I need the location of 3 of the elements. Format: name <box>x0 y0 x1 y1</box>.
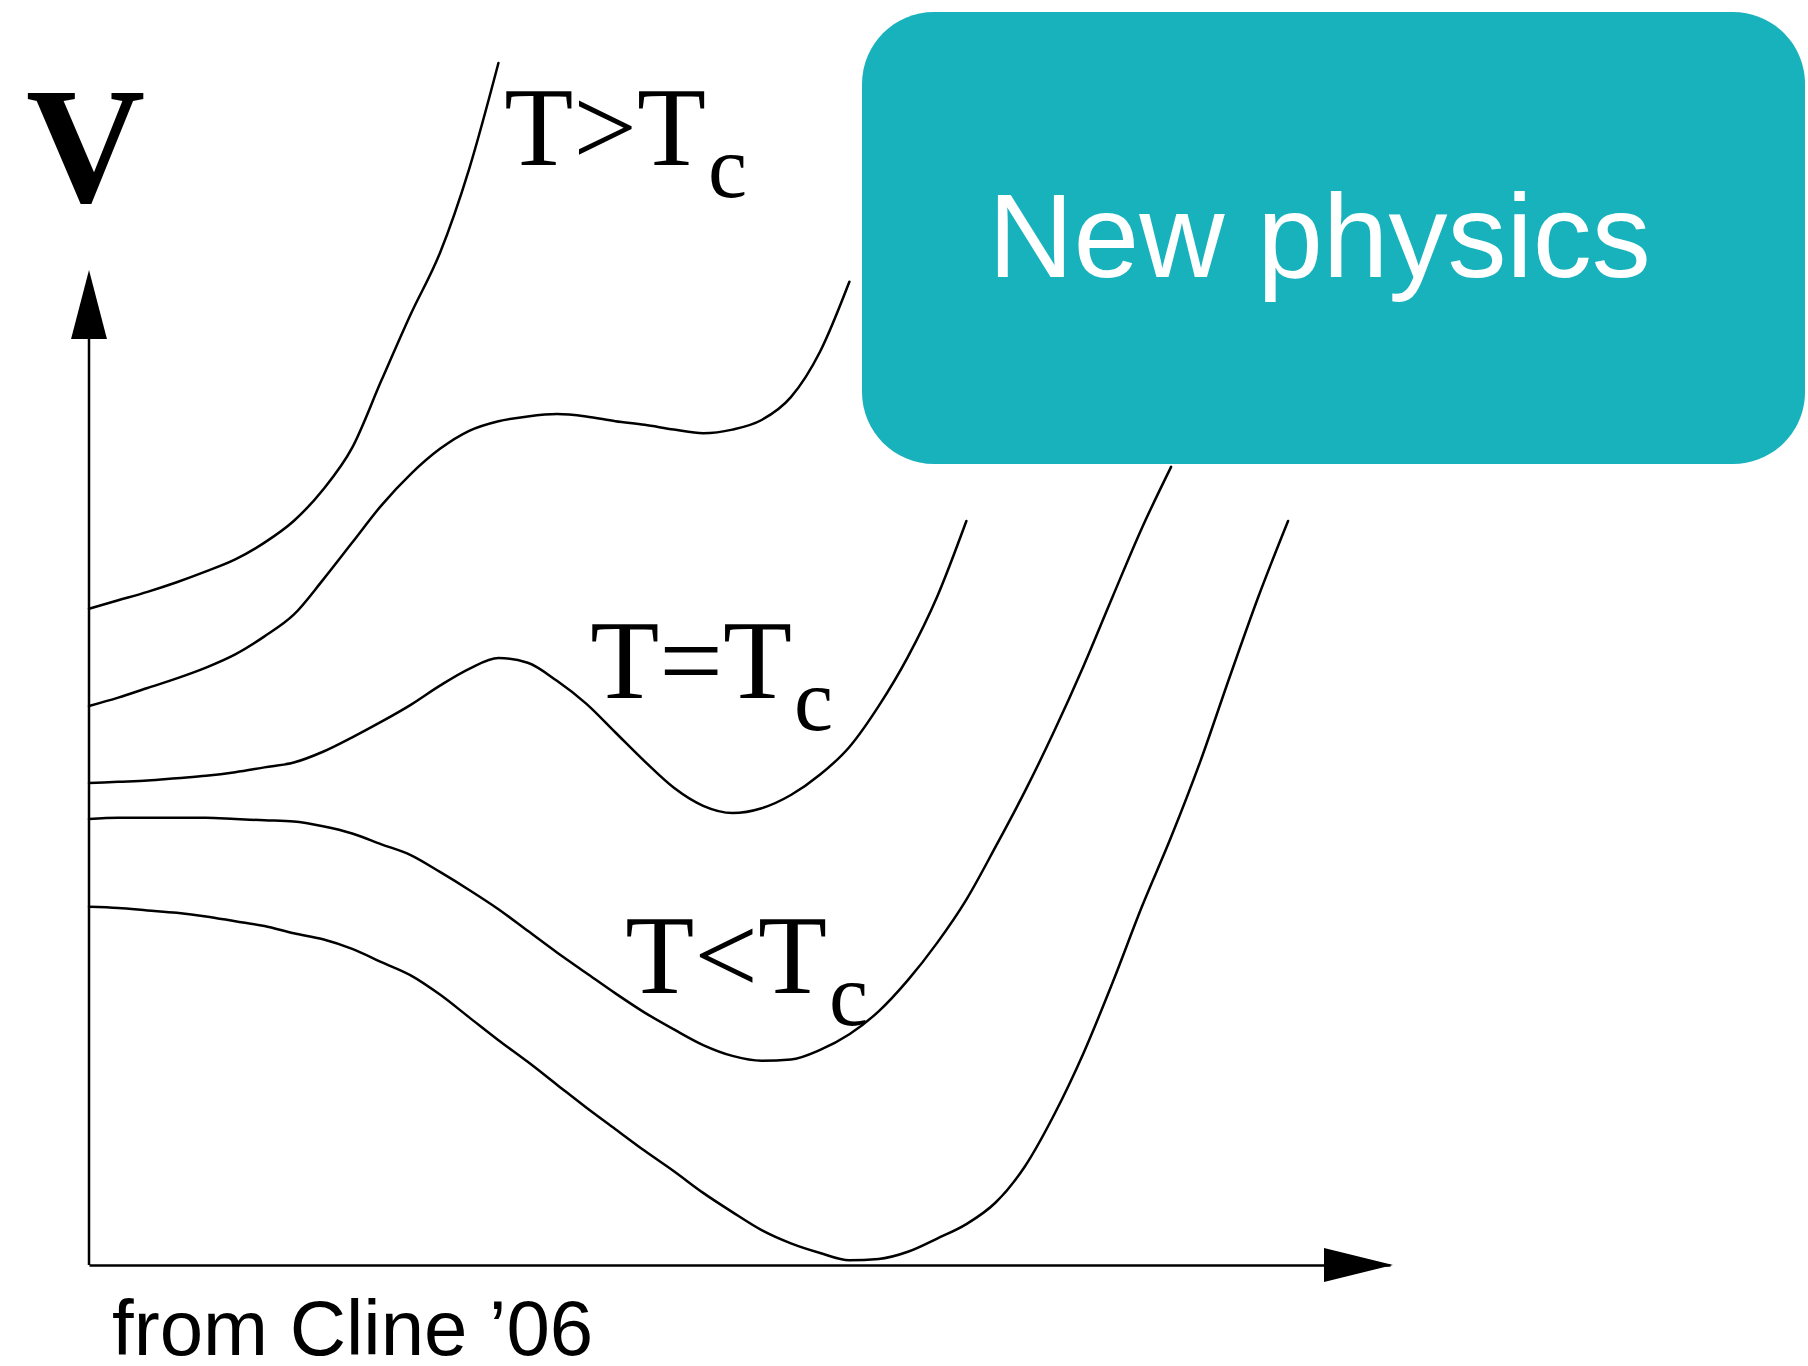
annotation: New physics <box>988 170 1651 302</box>
text: from Cline ’06 <box>112 1284 594 1366</box>
y-axis-title: V <box>25 54 146 238</box>
